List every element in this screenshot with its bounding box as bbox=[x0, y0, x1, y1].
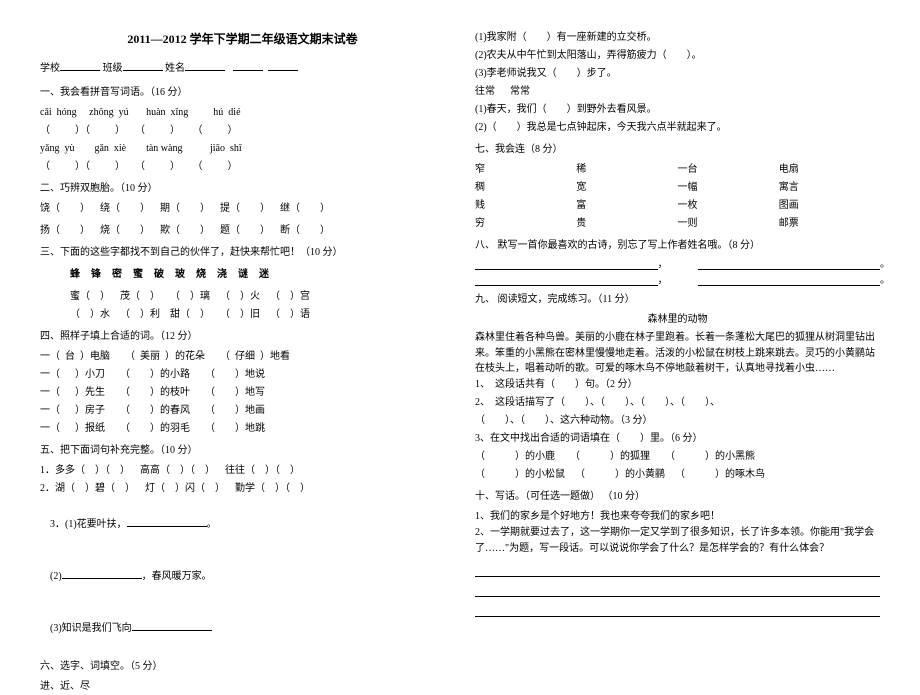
s7-cell: 一台 bbox=[678, 162, 779, 178]
s4-line4: 一（ ）房子 （ ）的春风 （ ）地画 bbox=[40, 403, 445, 419]
s3-chars: 蜂 锋 密 蜜 破 玻 烧 浇 谜 迷 bbox=[70, 267, 445, 283]
section-2-heading: 二、巧辨双胞胎。（10 分） bbox=[40, 181, 445, 197]
s5-line4: (3)知识是我们飞向 bbox=[40, 603, 445, 653]
s7-cell: 穷 bbox=[475, 216, 576, 232]
s4-line2: 一（ ）小刀 （ ）的小路 （ ）地说 bbox=[40, 367, 445, 383]
s9-q2: 2、 这段话描写了（ ）、（ ）、（ ）、（ ）、 bbox=[475, 395, 880, 411]
s6-line1: 进、近、尽 bbox=[40, 679, 445, 695]
section-1-heading: 一、我会看拼音写词语。（16 分） bbox=[40, 85, 445, 101]
s4-line1: 一（ 台 ）电脑 （ 美丽 ）的花朵 （ 仔细 ）地看 bbox=[40, 349, 445, 365]
s7-cell: 图画 bbox=[779, 198, 880, 214]
s7-row-1: 稠 宽 一幅 寓言 bbox=[475, 180, 880, 196]
s1-blanks-row1: （ ）（ ） （ ） （ ） bbox=[40, 123, 445, 139]
s1-pinyin-row2: yǎng yù gǎn xiè tàn wàng jiāo shī bbox=[40, 141, 445, 157]
s7-cell: 电扇 bbox=[779, 162, 880, 178]
s9-q3b: （ ）的小松鼠 （ ）的小黄鹂 （ ）的啄木鸟 bbox=[475, 467, 880, 483]
right-column: (1)我家附（ ）有一座新建的立交桥。 (2)农夫从中午忙到太阳落山，弄得筋疲力… bbox=[475, 30, 880, 630]
writing-line bbox=[475, 563, 880, 577]
s7-cell: 贱 bbox=[475, 198, 576, 214]
s5-line1: 1．多多（ ）（ ） 高高（ ）（ ） 往往（ ）（ ） bbox=[40, 463, 445, 479]
s7-cell: 富 bbox=[576, 198, 677, 214]
s5-l3a-text: 3．(1)花要叶扶， bbox=[50, 519, 127, 530]
s9-q1: 1、 这段话共有（ ）句。（2 分） bbox=[475, 377, 880, 393]
left-column: 2011—2012 学年下学期二年级语文期末试卷 学校 班级 姓名 一、我会看拼… bbox=[40, 30, 445, 630]
s3-line1: 蜜（ ） 茂（ ） （ ）璃 （ ）火 （ ）宫 bbox=[70, 289, 445, 305]
section-4-heading: 四、照样子填上合适的词。（12 分） bbox=[40, 329, 445, 345]
poem-blank bbox=[698, 274, 881, 286]
s5-l3c-text: ，春风暖万家。 bbox=[142, 571, 212, 582]
writing-line bbox=[475, 603, 880, 617]
section-3-heading: 三、下面的这些字都找不到自己的伙伴了，赶快来帮忙吧！（10 分） bbox=[40, 245, 445, 261]
s5-l4-text: (3)知识是我们飞向 bbox=[50, 623, 132, 634]
s3-line2: （ ）水 （ ）利 甜（ ） （ ）旧 （ ）语 bbox=[70, 307, 445, 323]
s9-subtitle: 森林里的动物 bbox=[475, 312, 880, 328]
s5-line2: 2．湖（ ）碧（ ） 灯（ ）闪（ ） 勤学（ ）（ ） bbox=[40, 481, 445, 497]
s10-line1: 1、我们的家乡是个好地方！我也来夸夸我们的家乡吧！ bbox=[475, 509, 880, 525]
s1-blanks-row2: （ ）（ ） （ ） （ ） bbox=[40, 159, 445, 175]
s4-line5: 一（ ）报纸 （ ）的羽毛 （ ）地跳 bbox=[40, 421, 445, 437]
s6r-line6: (2)（ ）我总是七点钟起床，今天我六点半就起来了。 bbox=[475, 120, 880, 136]
s6r-line3: (3)李老师说我又（ ）步了。 bbox=[475, 66, 880, 82]
s7-cell: 寓言 bbox=[779, 180, 880, 196]
s5-line3b: (2) ，春风暖万家。 bbox=[40, 551, 445, 601]
section-9-heading: 九、 阅读短文，完成练习。（11 分） bbox=[475, 292, 880, 308]
section-10-heading: 十、写话。（可任选一题做） （10 分） bbox=[475, 489, 880, 505]
student-info-line: 学校 班级 姓名 bbox=[40, 59, 445, 77]
class-label: 班级 bbox=[103, 63, 123, 74]
s9-passage: 森林里住着各种鸟兽。美丽的小鹿在林子里跑着。长着一条蓬松大尾巴的狐狸从树洞里钻出… bbox=[475, 330, 880, 377]
s7-cell: 贵 bbox=[576, 216, 677, 232]
s7-cell: 稠 bbox=[475, 180, 576, 196]
school-label: 学校 bbox=[40, 63, 60, 74]
s9-q3: 3、在文中找出合适的词语填在（ ）里。（6 分） bbox=[475, 431, 880, 447]
s9-q2b: （ ）、（ ）、这六种动物。（3 分） bbox=[475, 413, 880, 429]
s4-line3: 一（ ）先生 （ ）的枝叶 （ ）地写 bbox=[40, 385, 445, 401]
s10-line2: 2、一学期就要过去了，这一学期你一定又学到了很多知识，长了许多本领。你能用"我学… bbox=[475, 525, 880, 557]
s7-cell: 窄 bbox=[475, 162, 576, 178]
s9-q3a: （ ）的小鹿 （ ）的狐狸 （ ）的小黑熊 bbox=[475, 449, 880, 465]
s7-cell: 一枚 bbox=[678, 198, 779, 214]
poem-row-1 bbox=[475, 258, 880, 270]
section-6-heading: 六、选字、词填空。（5 分） bbox=[40, 659, 445, 675]
s2-line1: 饶（ ） 绕（ ） 期（ ） 提（ ） 继（ ） bbox=[40, 201, 445, 217]
s6r-line5: (1)春天，我们（ ）到野外去看风景。 bbox=[475, 102, 880, 118]
s7-cell: 邮票 bbox=[779, 216, 880, 232]
s5-line3a: 3．(1)花要叶扶，。 bbox=[40, 499, 445, 549]
poem-blank bbox=[698, 258, 881, 270]
section-7-heading: 七、我会连（8 分） bbox=[475, 142, 880, 158]
name-label: 姓名 bbox=[165, 63, 185, 74]
s7-cell: 宽 bbox=[576, 180, 677, 196]
s6r-line4: 往常 常常 bbox=[475, 84, 880, 100]
poem-row-2 bbox=[475, 274, 880, 286]
s7-cell: 一幅 bbox=[678, 180, 779, 196]
s7-cell: 稀 bbox=[576, 162, 677, 178]
writing-line bbox=[475, 583, 880, 597]
s7-table: 窄 稀 一台 电扇 稠 宽 一幅 寓言 贱 富 一枚 图画 穷 贵 一则 邮票 bbox=[475, 162, 880, 232]
s7-cell: 一则 bbox=[678, 216, 779, 232]
poem-blank bbox=[475, 258, 658, 270]
s7-row-0: 窄 稀 一台 电扇 bbox=[475, 162, 880, 178]
s5-l3b-text: (2) bbox=[50, 571, 62, 582]
s1-pinyin-row1: cǎi hóng zhōng yú huàn xǐng hú dié bbox=[40, 105, 445, 121]
s7-row-2: 贱 富 一枚 图画 bbox=[475, 198, 880, 214]
section-8-heading: 八、 默写一首你最喜欢的古诗，别忘了写上作者姓名哦。（8 分） bbox=[475, 238, 880, 254]
s6r-line2: (2)农夫从中午忙到太阳落山，弄得筋疲力（ ）。 bbox=[475, 48, 880, 64]
exam-title: 2011—2012 学年下学期二年级语文期末试卷 bbox=[40, 30, 445, 49]
s7-row-3: 穷 贵 一则 邮票 bbox=[475, 216, 880, 232]
s2-line2: 扬（ ） 烧（ ） 欺（ ） 题（ ） 断（ ） bbox=[40, 223, 445, 239]
section-5-heading: 五、把下面词句补充完整。（10 分） bbox=[40, 443, 445, 459]
s6r-line1: (1)我家附（ ）有一座新建的立交桥。 bbox=[475, 30, 880, 46]
poem-blank bbox=[475, 274, 658, 286]
